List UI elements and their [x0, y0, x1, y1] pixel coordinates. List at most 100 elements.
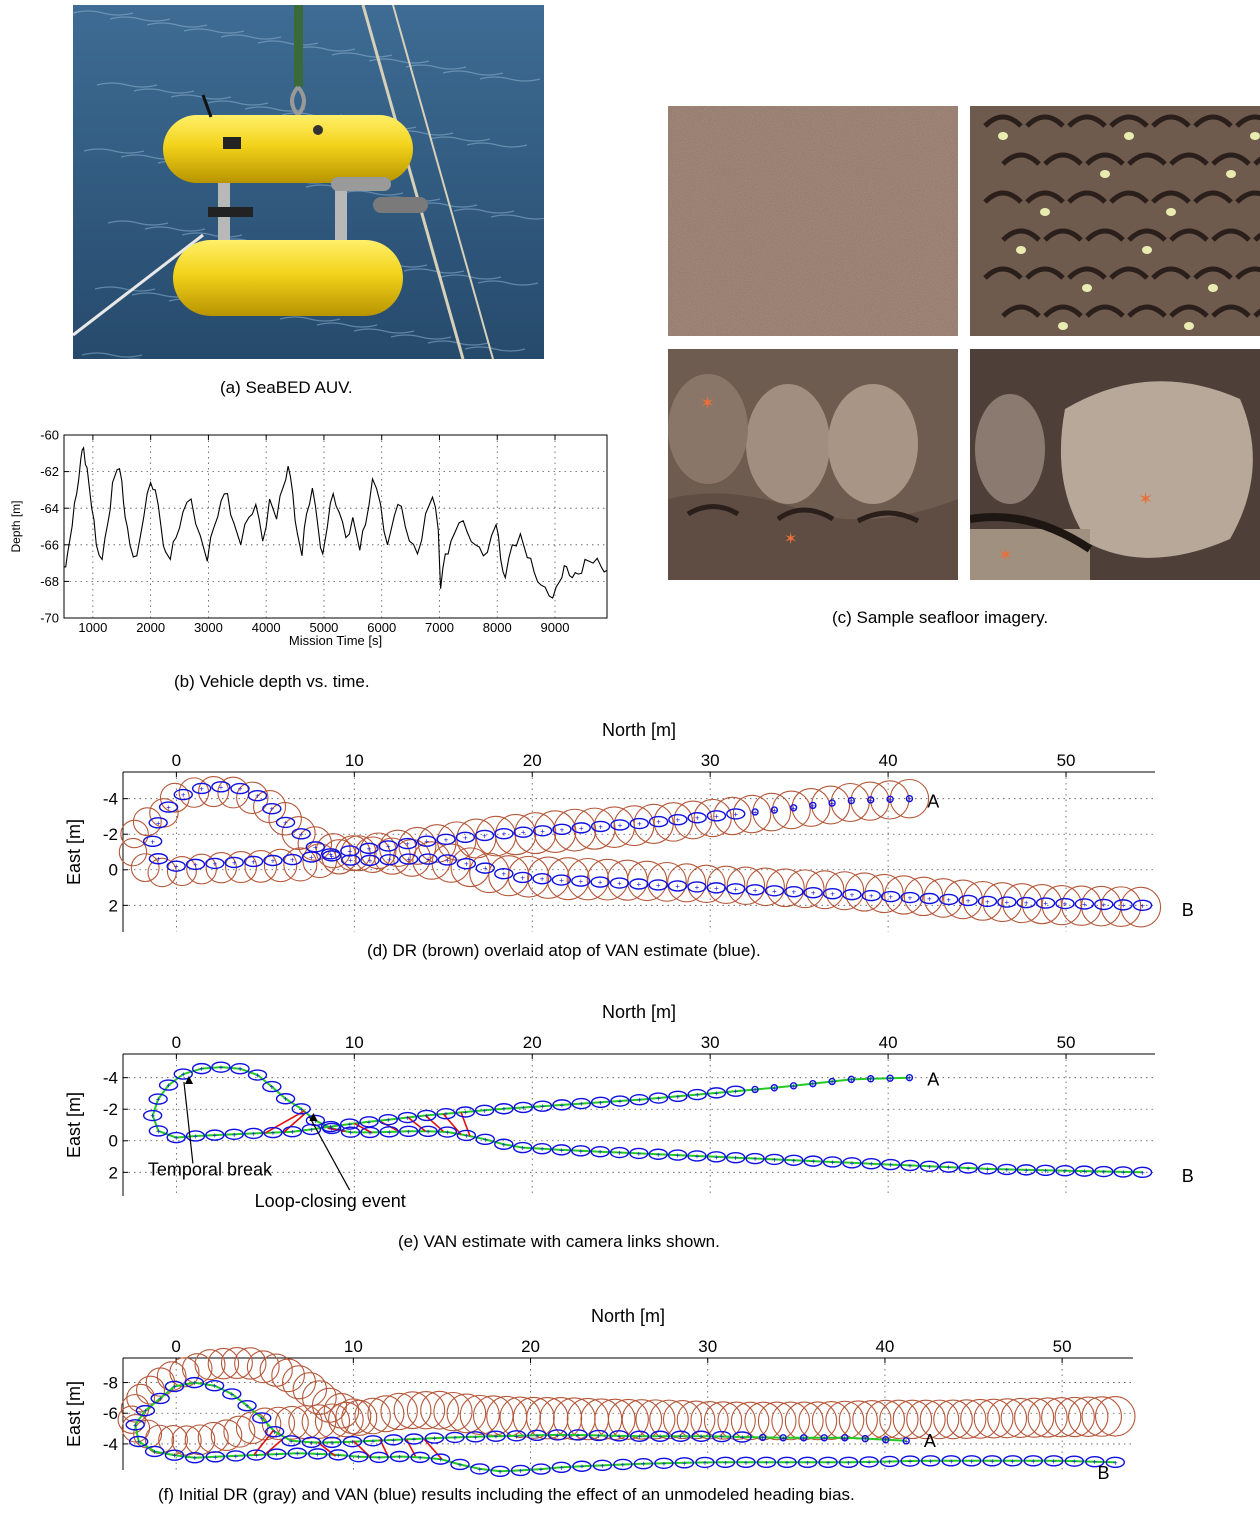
dr-covariance-ellipse: [1094, 1396, 1136, 1437]
x-tick-label: 10: [345, 751, 364, 770]
van-pose-ellipse: [456, 1129, 477, 1142]
van-pose-marker: +: [580, 1462, 585, 1471]
van-pose-ellipse: [148, 853, 169, 865]
van-pose-marker: +: [598, 878, 603, 887]
van-pose-ellipse: [1035, 897, 1056, 909]
dr-covariance-ellipse: [706, 865, 746, 904]
van-pose-marker: +: [540, 1102, 545, 1111]
van-pose-ellipse: [958, 1162, 978, 1174]
dr-covariance-ellipse: [946, 1399, 987, 1440]
x-tick-label: 1000: [78, 620, 107, 635]
y-tick-label: -62: [40, 464, 59, 479]
van-pose-marker: +: [348, 856, 353, 865]
van-pose-marker: +: [251, 857, 256, 866]
dr-covariance-ellipse: [225, 850, 258, 884]
dr-covariance-ellipse: [791, 787, 831, 827]
wave-ripple: [353, 328, 415, 334]
scallop-shadow: [1235, 266, 1260, 280]
scallop-shell: [1208, 284, 1218, 292]
x-tick-label: 30: [698, 1337, 717, 1356]
van-pose-marker: +: [1101, 900, 1106, 909]
dr-covariance-ellipse: [889, 778, 930, 819]
dr-covariance-ellipse: [223, 1415, 256, 1448]
van-pose-ellipse: [243, 1127, 264, 1140]
wave-ripple: [490, 214, 544, 220]
van-pose-marker: +: [290, 1128, 295, 1137]
van-pose-marker: +: [482, 1106, 487, 1115]
van-pose-ellipse: [547, 1429, 568, 1441]
van-pose-marker: +: [152, 1447, 157, 1456]
van-pose-ellipse: [842, 888, 862, 901]
van-pose-marker: +: [271, 857, 276, 866]
van-pose-marker: +: [213, 1131, 218, 1140]
dr-covariance-ellipse: [166, 855, 197, 887]
y-axis-label: East [m]: [64, 819, 84, 885]
dr-covariance-ellipse: [144, 1424, 175, 1455]
van-pose-ellipse: [667, 1149, 688, 1161]
van-pose-marker: +: [714, 812, 719, 821]
van-pose-marker: +: [270, 1083, 275, 1092]
dr-covariance-ellipse: [130, 853, 160, 883]
van-pose-marker: +: [136, 1437, 141, 1446]
van-pose-ellipse: [905, 794, 914, 803]
van-pose-marker: +: [637, 1432, 642, 1441]
van-pose-marker: +: [1005, 1165, 1010, 1174]
x-tick-label: 8000: [483, 620, 512, 635]
van-pose-marker: +: [368, 1128, 373, 1137]
dr-covariance-ellipse: [906, 1399, 946, 1440]
van-pose-marker: +: [695, 883, 700, 892]
van-pose-ellipse: [961, 1455, 982, 1467]
van-pose-ellipse: [809, 1079, 817, 1088]
dr-covariance-ellipse: [892, 1399, 933, 1440]
van-pose-marker: +: [1101, 1168, 1106, 1177]
van-pose-ellipse: [205, 857, 225, 870]
van-pose-ellipse: [263, 854, 283, 867]
van-pose-ellipse: [506, 1430, 527, 1442]
van-pose-ellipse: [226, 1450, 246, 1462]
van-pose-ellipse: [633, 1458, 654, 1470]
seafloor-rocks: ✶ ✶: [668, 349, 958, 580]
van-pose-ellipse: [797, 1456, 818, 1469]
van-pose-ellipse: [148, 1125, 169, 1137]
van-pose-ellipse: [706, 1151, 727, 1163]
van-pose-marker: +: [1113, 1458, 1118, 1467]
van-pose-marker: +: [830, 890, 835, 899]
van-pose-ellipse: [513, 1141, 533, 1154]
x-tick-label: 40: [879, 1033, 898, 1052]
van-pose-marker: +: [463, 833, 468, 842]
scallop-shadow: [1235, 190, 1260, 204]
van-pose-marker: +: [156, 1095, 161, 1104]
wave-ripple: [466, 142, 528, 148]
van-pose-marker: +: [990, 1457, 995, 1466]
scallop-shadow: [1151, 114, 1191, 128]
dr-covariance-ellipse: [879, 1399, 919, 1440]
van-pose-ellipse: [142, 835, 163, 848]
y-tick-label: 0: [109, 861, 118, 880]
scallop-shell: [1250, 132, 1260, 140]
wave-ripple: [133, 88, 195, 94]
dr-covariance-ellipse: [194, 1349, 226, 1381]
van-pose-marker: +: [539, 1465, 544, 1474]
van-pose-marker: +: [348, 1128, 353, 1137]
van-pose-ellipse: [430, 1453, 451, 1465]
dr-covariance-ellipse: [1081, 1396, 1123, 1437]
x-tick-label: 30: [701, 751, 720, 770]
van-pose-marker: +: [1010, 1457, 1015, 1466]
van-pose-ellipse: [650, 1430, 670, 1442]
van-pose-marker: +: [309, 853, 314, 862]
dr-covariance-ellipse: [281, 1365, 317, 1400]
van-pose-marker: +: [764, 1458, 769, 1467]
dr-covariance-ellipse: [1120, 886, 1162, 928]
van-pose-marker: +: [233, 1452, 238, 1461]
dr-covariance-ellipse: [1027, 1397, 1068, 1438]
van-pose-marker: +: [1072, 1457, 1077, 1466]
dr-covariance-ellipse: [1100, 886, 1142, 927]
van-pose-marker: +: [600, 1461, 605, 1470]
annotation-label: Temporal break: [148, 1159, 273, 1179]
van-pose-marker: +: [830, 799, 835, 808]
van-pose-ellipse: [1044, 1455, 1064, 1467]
van-pose-ellipse: [756, 1456, 777, 1469]
van-pose-ellipse: [751, 808, 759, 816]
van-pose-marker: +: [598, 1148, 603, 1157]
